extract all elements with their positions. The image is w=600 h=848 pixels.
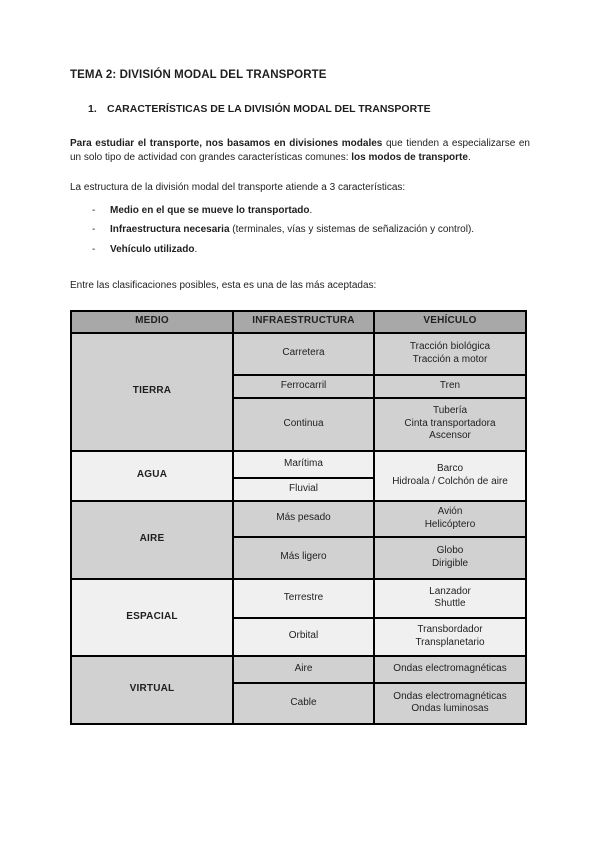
header-cell-infraestructura: INFRAESTRUCTURA bbox=[232, 309, 375, 334]
cell-infra-mas-pesado: Más pesado bbox=[232, 499, 375, 538]
intro-period: . bbox=[467, 151, 471, 163]
table-header-row: MEDIO INFRAESTRUCTURA VEHÍCULO bbox=[70, 309, 527, 334]
table-row-orbital: Orbital Transbordador Transplanetario bbox=[71, 616, 527, 657]
table-row-mas-ligero: Más ligero Globo Dirigible bbox=[71, 535, 527, 580]
intro-bold-tail: los modos de transporte bbox=[351, 151, 468, 163]
list-item-text: Medio en el que se mueve lo transportado… bbox=[110, 201, 312, 221]
cell-vehiculo-ferrocarril: Tren bbox=[373, 373, 527, 399]
cell-vehiculo-mas-pesado: Avión Helicóptero bbox=[373, 499, 527, 538]
bullet-rest: . bbox=[194, 243, 198, 255]
cell-infra-aire: Aire bbox=[232, 654, 375, 684]
table-row-aire-virtual: VIRTUAL Aire Ondas electromagnéticas bbox=[70, 654, 527, 725]
characteristics-list: - Medio en el que se mueve lo transporta… bbox=[70, 201, 530, 260]
cell-infra-terrestre: Terrestre bbox=[232, 577, 375, 619]
table-row-fluvial: Fluvial bbox=[71, 476, 526, 502]
intro-regular-mid: que tienden a especializarse en un solo … bbox=[70, 138, 530, 163]
cell-vehiculo-mas-ligero: Globo Dirigible bbox=[373, 535, 527, 580]
cell-infra-orbital: Orbital bbox=[232, 616, 375, 657]
list-item-infraestructura: - Infraestructura necesaria (terminales,… bbox=[70, 220, 530, 240]
cell-infra-ferrocarril: Ferrocarril bbox=[232, 373, 375, 399]
cell-medio-virtual: VIRTUAL bbox=[70, 654, 234, 725]
classification-paragraph: Entre las clasificaciones posibles, esta… bbox=[70, 280, 377, 291]
cell-medio-agua: AGUA bbox=[70, 449, 234, 502]
table-row-carretera: TIERRA Carretera Tracción biológica Trac… bbox=[70, 331, 527, 452]
list-item-medio: - Medio en el que se mueve lo transporta… bbox=[70, 201, 530, 221]
intro-bold-lead: Para estudiar el transporte, nos basamos… bbox=[70, 138, 383, 149]
bullet-bold: Vehículo utilizado bbox=[110, 243, 195, 255]
document-page: TEMA 2: DIVISIÓN MODAL DEL TRANSPORTE 1.… bbox=[70, 69, 530, 725]
page-title: TEMA 2: DIVISIÓN MODAL DEL TRANSPORTE bbox=[70, 69, 327, 81]
table-row-continua: Continua Tubería Cinta transportadora As… bbox=[71, 396, 527, 452]
bullet-marker: - bbox=[92, 204, 96, 216]
bullet-bold: Medio en el que se mueve lo transportado bbox=[110, 204, 310, 216]
cell-infra-carretera: Carretera bbox=[232, 331, 375, 376]
table-row-mas-pesado: AIRE Más pesado Avión Helicóptero bbox=[70, 499, 527, 580]
intro-paragraph: Para estudiar el transporte, nos basamos… bbox=[70, 137, 530, 164]
cell-infra-fluvial: Fluvial bbox=[232, 476, 375, 502]
header-cell-vehiculo: VEHÍCULO bbox=[373, 309, 527, 334]
cell-infra-cable: Cable bbox=[232, 681, 375, 725]
cell-infra-continua: Continua bbox=[232, 396, 375, 452]
list-item-text: Vehículo utilizado. bbox=[110, 240, 197, 260]
table-row-cable: Cable Ondas electromagnéticas Ondas lumi… bbox=[71, 681, 527, 725]
cell-vehiculo-terrestre: Lanzador Shuttle bbox=[373, 577, 527, 619]
section-heading-text: CARACTERÍSTICAS DE LA DIVISIÓN MODAL DEL… bbox=[107, 103, 431, 115]
section-heading: 1. CARACTERÍSTICAS DE LA DIVISIÓN MODAL D… bbox=[88, 103, 530, 116]
cell-infra-maritima: Marítima bbox=[232, 449, 375, 479]
structure-paragraph: La estructura de la división modal del t… bbox=[70, 182, 406, 193]
section-heading-number: 1. bbox=[88, 103, 97, 115]
list-item-text: Infraestructura necesaria (terminales, v… bbox=[110, 220, 474, 240]
cell-infra-mas-ligero: Más ligero bbox=[232, 535, 375, 580]
bullet-rest: . bbox=[309, 204, 313, 216]
cell-medio-aire: AIRE bbox=[70, 499, 234, 580]
cell-vehiculo-carretera: Tracción biológica Tracción a motor bbox=[373, 331, 527, 376]
cell-vehiculo-orbital: Transbordador Transplanetario bbox=[373, 616, 527, 657]
table-row-maritima: AGUA Marítima Barco Hidroala / Colchón d… bbox=[70, 449, 527, 502]
bullet-bold: Infraestructura necesaria bbox=[110, 224, 230, 235]
table-row-terrestre: ESPACIAL Terrestre Lanzador Shuttle bbox=[70, 577, 527, 657]
bullet-marker: - bbox=[92, 224, 96, 235]
cell-vehiculo-continua: Tubería Cinta transportadora Ascensor bbox=[373, 396, 527, 452]
cell-vehiculo-agua: Barco Hidroala / Colchón de aire bbox=[373, 449, 527, 502]
cell-vehiculo-cable: Ondas electromagnéticas Ondas luminosas bbox=[373, 681, 527, 725]
bullet-marker: - bbox=[92, 243, 96, 255]
header-cell-medio: MEDIO bbox=[70, 309, 234, 334]
list-item-vehiculo: - Vehículo utilizado. bbox=[70, 240, 530, 260]
transport-table: MEDIO INFRAESTRUCTURA VEHÍCULO TIERRA Ca… bbox=[70, 309, 527, 725]
cell-medio-tierra: TIERRA bbox=[70, 331, 234, 452]
bullet-rest: (terminales, vías y sistemas de señaliza… bbox=[229, 224, 475, 235]
cell-medio-espacial: ESPACIAL bbox=[70, 577, 234, 657]
table-row-ferrocarril: Ferrocarril Tren bbox=[71, 373, 527, 399]
cell-vehiculo-aire: Ondas electromagnéticas bbox=[373, 654, 527, 684]
